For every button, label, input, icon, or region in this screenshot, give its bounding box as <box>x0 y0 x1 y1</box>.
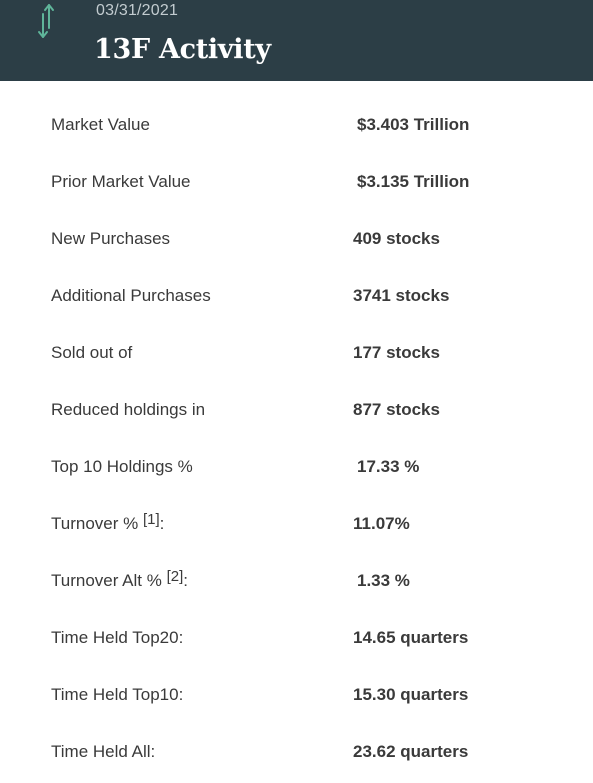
row-value: 1.33 % <box>357 571 410 590</box>
row-label: New Purchases <box>51 229 171 248</box>
row-value: 409 stocks <box>353 229 440 248</box>
row-value: $3.403 Trillion <box>357 115 470 134</box>
row-value: 11.07% <box>353 514 410 533</box>
row-value: 877 stocks <box>353 400 440 419</box>
row-additional-purchases: Additional Purchases 3741 stocks <box>0 252 593 309</box>
row-value: 3741 stocks <box>353 286 450 305</box>
footnote-link[interactable]: [1] <box>142 511 160 528</box>
row-label: Additional Purchases <box>51 286 211 305</box>
row-time-held-all: Time Held All: 23.62 quarters <box>0 708 593 765</box>
row-label: Prior Market Value <box>51 172 191 191</box>
row-label: Reduced holdings in <box>51 400 206 419</box>
row-turnover-alt: Turnover Alt % [2]: 1.33 % <box>0 537 593 594</box>
row-value: 14.65 quarters <box>353 628 469 647</box>
row-value: 177 stocks <box>353 343 440 362</box>
row-label: Time Held Top10: <box>51 685 184 704</box>
row-label: Market Value <box>51 115 150 134</box>
row-label: Turnover % [1]: <box>51 511 165 534</box>
row-time-held-top20: Time Held Top20: 14.65 quarters <box>0 594 593 651</box>
label-suffix: : <box>159 514 165 533</box>
footnote-link[interactable]: [2] <box>166 568 184 585</box>
row-value: 17.33 % <box>357 457 420 476</box>
row-sold-out-of: Sold out of 177 stocks <box>0 309 593 366</box>
row-label-text: Turnover Alt % <box>51 571 162 590</box>
row-value: 23.62 quarters <box>353 742 469 761</box>
row-label: Time Held Top20: <box>51 628 184 647</box>
row-value: 15.30 quarters <box>353 685 469 704</box>
row-reduced-holdings: Reduced holdings in 877 stocks <box>0 366 593 423</box>
row-label: Turnover Alt % [2]: <box>51 568 189 591</box>
up-down-arrows-icon <box>38 4 54 38</box>
row-prior-market-value: Prior Market Value $3.135 Trillion <box>0 138 593 195</box>
page-title: 13F Activity <box>94 34 271 65</box>
label-suffix: : <box>183 571 189 590</box>
row-time-held-top10: Time Held Top10: 15.30 quarters <box>0 651 593 708</box>
row-label: Top 10 Holdings % <box>51 457 193 476</box>
row-value: $3.135 Trillion <box>357 172 470 191</box>
row-market-value: Market Value $3.403 Trillion <box>0 81 593 138</box>
row-new-purchases: New Purchases 409 stocks <box>0 195 593 252</box>
header: 03/31/2021 13F Activity <box>0 0 593 81</box>
report-date: 03/31/2021 <box>96 2 179 19</box>
row-label: Time Held All: <box>51 742 156 761</box>
row-label-text: Turnover % <box>51 514 139 533</box>
row-top10-holdings: Top 10 Holdings % 17.33 % <box>0 423 593 480</box>
row-turnover: Turnover % [1]: 11.07% <box>0 480 593 537</box>
row-label: Sold out of <box>51 343 133 362</box>
